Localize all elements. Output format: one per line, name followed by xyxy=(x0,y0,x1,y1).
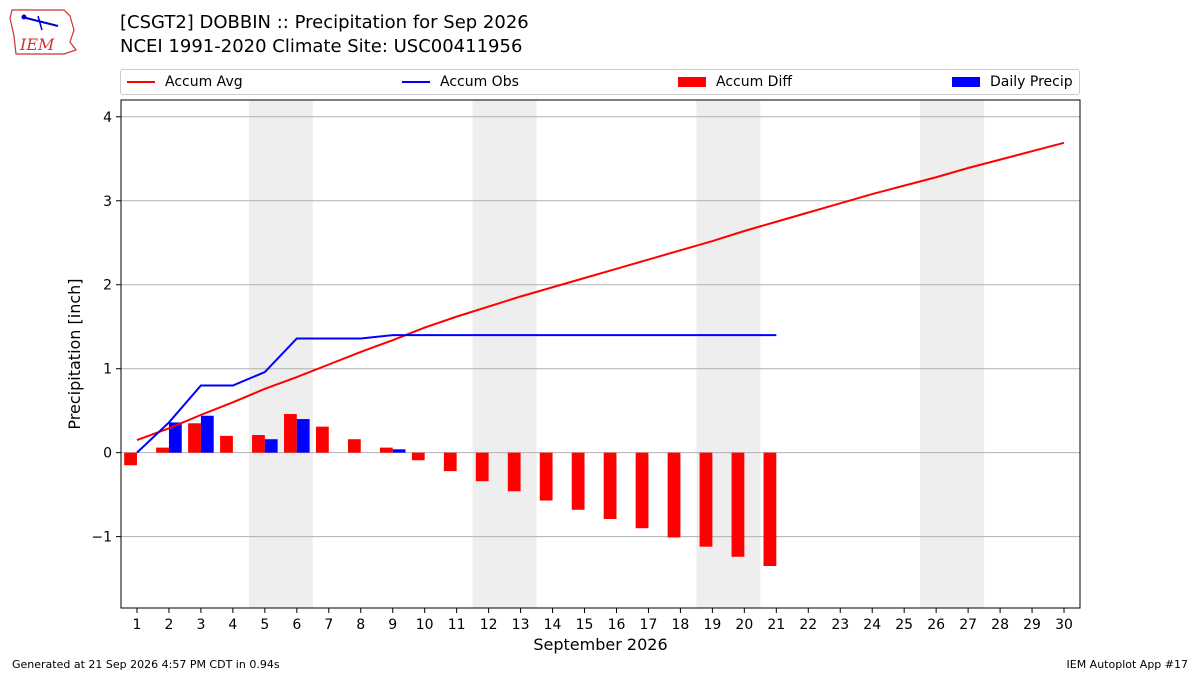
x-tick-label: 10 xyxy=(416,617,434,633)
y-tick-label: 2 xyxy=(103,278,112,294)
x-tick-label: 18 xyxy=(672,617,690,633)
x-tick-label: 23 xyxy=(831,617,849,633)
x-tick-label: 28 xyxy=(991,617,1009,633)
chart-subtitle: NCEI 1991-2020 Climate Site: USC00411956 xyxy=(120,36,523,57)
x-tick-label: 6 xyxy=(292,617,301,633)
bar-accum-diff xyxy=(507,452,521,492)
bar-accum-diff xyxy=(124,452,137,466)
line-accum-obs xyxy=(136,334,777,454)
y-tick-label: 3 xyxy=(103,194,112,210)
iem-logo-text: IEM xyxy=(19,35,55,54)
legend-label-accum-diff: Accum Diff xyxy=(716,74,793,90)
bar-daily-precip xyxy=(200,415,214,453)
legend-label-daily-precip: Daily Precip xyxy=(990,74,1073,90)
bar-accum-diff xyxy=(443,452,457,472)
x-tick-label: 7 xyxy=(324,617,333,633)
x-tick-label: 20 xyxy=(735,617,753,633)
plot-frame xyxy=(120,99,1081,609)
y-tick-label: 4 xyxy=(103,110,112,126)
legend-item-daily-precip: Daily Precip xyxy=(952,74,1073,90)
x-tick-label: 11 xyxy=(448,617,466,633)
y-tick-label: −1 xyxy=(91,530,112,546)
legend-swatch-accum-diff xyxy=(678,77,706,87)
bar-accum-diff xyxy=(699,452,713,547)
bar-accum-diff xyxy=(188,423,201,453)
bar-accum-diff xyxy=(475,452,489,482)
legend-label-accum-avg: Accum Avg xyxy=(165,74,243,90)
bar-accum-diff xyxy=(284,414,297,453)
line-accum-avg xyxy=(136,141,1065,442)
weekend-shade xyxy=(920,100,985,608)
x-tick-label: 30 xyxy=(1055,617,1073,633)
legend: Accum Avg Accum Obs Accum Diff Daily Pre… xyxy=(120,69,1080,95)
legend-swatch-accum-obs xyxy=(402,81,430,83)
bar-accum-diff xyxy=(603,452,617,519)
legend-label-accum-obs: Accum Obs xyxy=(440,74,519,90)
y-axis-label: Precipitation [inch] xyxy=(65,278,84,429)
legend-swatch-daily-precip xyxy=(952,77,980,87)
x-tick-label: 16 xyxy=(608,617,626,633)
bar-accum-diff xyxy=(571,452,585,510)
bar-accum-diff xyxy=(539,452,553,501)
weekend-shade xyxy=(472,100,537,608)
bar-accum-diff xyxy=(220,435,233,453)
iem-logo: IEM xyxy=(9,9,77,55)
x-tick-label: 12 xyxy=(480,617,498,633)
x-tick-label: 8 xyxy=(356,617,365,633)
bar-daily-precip xyxy=(296,419,310,453)
x-tick-label: 9 xyxy=(388,617,397,633)
x-tick-label: 25 xyxy=(895,617,913,633)
x-tick-label: 14 xyxy=(544,617,562,633)
bar-accum-diff xyxy=(315,426,329,453)
legend-swatch-accum-avg xyxy=(127,81,155,83)
x-tick-label: 29 xyxy=(1023,617,1041,633)
bar-accum-diff xyxy=(635,452,649,529)
chart-title: [CSGT2] DOBBIN :: Precipitation for Sep … xyxy=(120,12,529,33)
x-tick-label: 3 xyxy=(196,617,205,633)
bar-accum-diff xyxy=(347,439,361,453)
x-tick-label: 17 xyxy=(640,617,658,633)
footer-generated: Generated at 21 Sep 2026 4:57 PM CDT in … xyxy=(12,658,280,671)
x-tick-label: 22 xyxy=(799,617,817,633)
bar-accum-diff xyxy=(411,452,425,461)
bar-accum-diff xyxy=(156,447,169,453)
x-tick-label: 21 xyxy=(767,617,785,633)
legend-item-accum-diff: Accum Diff xyxy=(678,74,792,90)
legend-item-accum-obs: Accum Obs xyxy=(402,74,519,90)
bar-accum-diff xyxy=(731,452,745,557)
x-axis-label: September 2026 xyxy=(533,635,667,654)
x-tick-label: 13 xyxy=(512,617,530,633)
y-tick-label: 1 xyxy=(103,362,112,378)
footer-app: IEM Autoplot App #17 xyxy=(1066,658,1189,671)
bar-accum-diff xyxy=(252,435,265,453)
legend-item-accum-avg: Accum Avg xyxy=(127,74,243,90)
bar-accum-diff xyxy=(667,452,681,538)
x-tick-label: 4 xyxy=(228,617,237,633)
bar-daily-precip xyxy=(392,449,406,453)
x-tick-label: 15 xyxy=(576,617,594,633)
bar-accum-diff xyxy=(763,452,777,567)
x-tick-label: 24 xyxy=(863,617,881,633)
x-tick-label: 27 xyxy=(959,617,977,633)
x-tick-label: 26 xyxy=(927,617,945,633)
bar-daily-precip xyxy=(264,439,278,453)
x-tick-label: 19 xyxy=(703,617,721,633)
x-tick-label: 1 xyxy=(133,617,142,633)
x-tick-label: 5 xyxy=(260,617,269,633)
bar-daily-precip xyxy=(168,422,182,453)
bar-accum-diff xyxy=(379,447,393,453)
y-tick-label: 0 xyxy=(103,446,112,462)
x-tick-label: 2 xyxy=(164,617,173,633)
